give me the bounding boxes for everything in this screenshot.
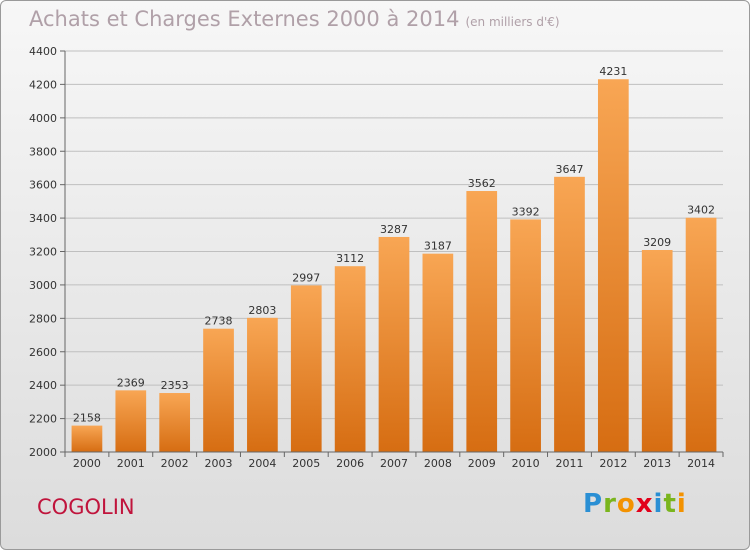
data-label-2003: 2738	[205, 315, 233, 328]
data-label-2004: 2803	[248, 304, 276, 317]
logo-letter: o	[616, 489, 636, 519]
bar-2004	[247, 317, 278, 452]
x-tick-label: 2000	[73, 457, 101, 470]
y-tick-label: 3000	[29, 279, 57, 292]
x-tick-label: 2014	[687, 457, 715, 470]
y-tick-label: 2200	[29, 413, 57, 426]
x-tick-label: 2011	[555, 457, 583, 470]
bar-2002	[159, 393, 191, 452]
y-tick-label: 3200	[29, 246, 57, 259]
logo-letter: i	[653, 489, 664, 519]
y-tick-label: 3400	[29, 212, 57, 225]
bar-2007	[378, 236, 410, 452]
data-label-2002: 2353	[161, 379, 189, 392]
x-tick-label: 2002	[161, 457, 189, 470]
data-label-2009: 3562	[468, 177, 496, 190]
chart-unit: (en milliers d'€)	[465, 15, 560, 29]
y-tick-label: 2000	[29, 446, 57, 459]
x-tick-label: 2008	[424, 457, 452, 470]
data-label-2014: 3402	[687, 204, 715, 217]
x-tick-label: 2009	[468, 457, 496, 470]
data-label-2011: 3647	[555, 163, 583, 176]
logo-letter: i	[676, 489, 687, 519]
data-label-2007: 3287	[380, 223, 408, 236]
data-label-2008: 3187	[424, 240, 452, 253]
bar-2006	[334, 266, 366, 452]
bar-2001	[115, 390, 147, 452]
data-label-2010: 3392	[512, 205, 540, 218]
y-tick-label: 3600	[29, 179, 57, 192]
x-tick-label: 2003	[205, 457, 233, 470]
bar-2013	[641, 249, 673, 452]
x-tick-label: 2006	[336, 457, 364, 470]
bar-2000	[71, 425, 103, 452]
bar-2010	[510, 219, 541, 452]
data-label-2012: 4231	[599, 65, 627, 78]
y-tick-label: 2800	[29, 312, 57, 325]
logo-letter: x	[635, 489, 654, 519]
bars: 2158 2369 2353 2738 2803 2997 3112 3287 3187 3562…	[71, 65, 717, 452]
data-label-2013: 3209	[643, 236, 671, 249]
x-tick-label: 2007	[380, 457, 408, 470]
bar-2011	[554, 176, 585, 452]
bar-2014	[685, 217, 717, 452]
x-tick-label: 2012	[599, 457, 627, 470]
chart-title-text: Achats et Charges Externes 2000 à 2014	[29, 7, 460, 31]
data-label-2006: 3112	[336, 252, 364, 265]
y-tick-label: 4400	[29, 45, 57, 58]
chart-title: Achats et Charges Externes 2000 à 2014 (e…	[29, 7, 560, 31]
y-tick-label: 2400	[29, 379, 57, 392]
logo-letter: t	[663, 489, 677, 519]
logo-letter: r	[603, 489, 617, 519]
data-label-2005: 2997	[292, 271, 320, 284]
bar-2012	[597, 79, 629, 452]
data-label-2000: 2158	[73, 412, 101, 425]
bar-2009	[466, 191, 498, 452]
bar-2008	[422, 253, 454, 452]
y-tick-label: 3800	[29, 145, 57, 158]
x-tick-label: 2001	[117, 457, 145, 470]
x-tick-label: 2004	[248, 457, 276, 470]
city-label: COGOLIN	[37, 495, 135, 519]
bar-2005	[290, 285, 322, 452]
x-tick-label: 2010	[512, 457, 540, 470]
y-axis: 2000 2200 2400 2600 2800 3000 3200 3400 3600 3800…	[29, 45, 66, 459]
logo-letter: P	[583, 489, 604, 519]
proxiti-logo: Proxiti	[583, 489, 687, 519]
x-tick-label: 2005	[292, 457, 320, 470]
data-label-2001: 2369	[117, 376, 145, 389]
bar-2003	[203, 328, 234, 452]
y-tick-label: 4000	[29, 112, 57, 125]
y-tick-label: 4200	[29, 78, 57, 91]
y-tick-label: 2600	[29, 346, 57, 359]
x-tick-label: 2013	[643, 457, 671, 470]
x-axis: 2000 2001 2002 2003 2004 2005 2006 2007 2008 2009…	[64, 451, 724, 470]
